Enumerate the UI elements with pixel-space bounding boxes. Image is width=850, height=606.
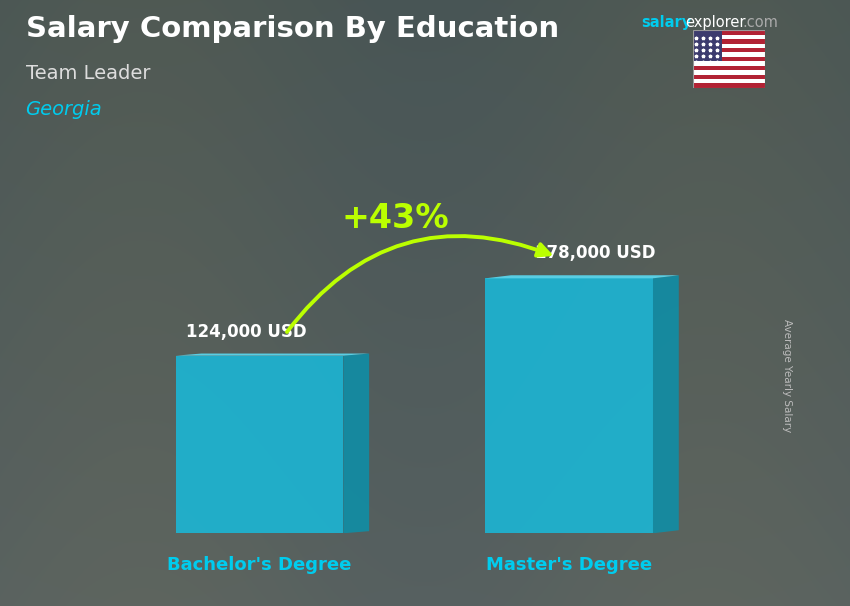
Bar bbox=[693, 30, 765, 35]
Polygon shape bbox=[485, 275, 679, 278]
Text: 124,000 USD: 124,000 USD bbox=[186, 322, 307, 341]
Polygon shape bbox=[653, 275, 679, 533]
Bar bbox=[693, 61, 765, 65]
Text: Georgia: Georgia bbox=[26, 100, 102, 119]
Bar bbox=[693, 48, 765, 53]
Bar bbox=[693, 35, 765, 39]
Bar bbox=[693, 44, 765, 48]
Text: explorer: explorer bbox=[685, 15, 745, 30]
Text: Master's Degree: Master's Degree bbox=[486, 556, 652, 574]
Text: 178,000 USD: 178,000 USD bbox=[535, 244, 655, 262]
Bar bbox=[693, 79, 765, 84]
Polygon shape bbox=[485, 278, 653, 533]
Bar bbox=[693, 57, 765, 61]
Bar bbox=[693, 39, 765, 44]
Polygon shape bbox=[176, 356, 343, 533]
Bar bbox=[693, 84, 765, 88]
Text: .com: .com bbox=[742, 15, 778, 30]
Text: salary: salary bbox=[642, 15, 692, 30]
Bar bbox=[693, 65, 765, 70]
Bar bbox=[693, 70, 765, 75]
Bar bbox=[693, 30, 722, 61]
Text: Team Leader: Team Leader bbox=[26, 64, 150, 82]
Polygon shape bbox=[176, 353, 369, 356]
Text: Bachelor's Degree: Bachelor's Degree bbox=[167, 556, 352, 574]
Bar bbox=[693, 75, 765, 79]
Bar bbox=[693, 53, 765, 57]
Polygon shape bbox=[343, 353, 369, 533]
Text: Salary Comparison By Education: Salary Comparison By Education bbox=[26, 15, 558, 43]
FancyArrowPatch shape bbox=[287, 236, 550, 332]
Text: +43%: +43% bbox=[341, 202, 449, 235]
Text: Average Yearly Salary: Average Yearly Salary bbox=[782, 319, 792, 432]
